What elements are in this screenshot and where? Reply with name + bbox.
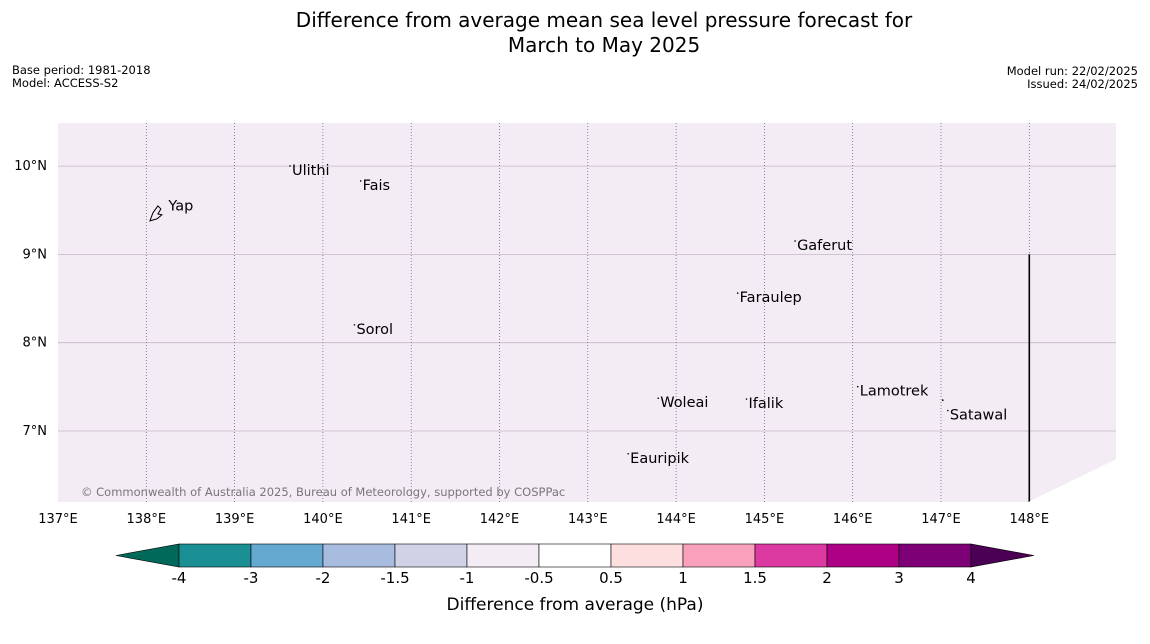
lat-tick-label: 7°N <box>23 424 48 439</box>
colorbar-tick-label: 2 <box>822 569 832 587</box>
lat-tick-label: 8°N <box>23 336 48 351</box>
colorbar-extend-max <box>970 543 1035 568</box>
colorbar-tick-label: 4 <box>966 569 976 587</box>
chart-title: Difference from average mean sea level p… <box>0 8 1150 58</box>
colorbar-tick-label: -4 <box>172 569 187 587</box>
island-marker <box>657 397 660 399</box>
island-marker <box>289 165 291 167</box>
island-marker <box>745 398 748 400</box>
colorbar-tick-label: -0.5 <box>524 569 553 587</box>
lon-tick-label: 138°E <box>127 512 167 527</box>
place-label: Lamotrek <box>860 384 929 400</box>
island-marker <box>736 292 739 294</box>
colorbar-label: Difference from average (hPa) <box>447 595 704 615</box>
place-label: Gaferut <box>797 238 852 254</box>
title-line-2: March to May 2025 <box>507 33 701 57</box>
place-label: Woleai <box>660 395 708 411</box>
base-period-text: Base period: 1981-2018 <box>12 63 151 77</box>
colorbar-extend-min <box>115 543 180 568</box>
lon-tick-label: 140°E <box>303 512 343 527</box>
colorbar-bin <box>898 543 972 568</box>
colorbar-bin <box>178 543 252 568</box>
colorbar-bin <box>394 543 468 568</box>
island-marker <box>359 180 362 182</box>
map-fill <box>58 123 1116 502</box>
place-label: Satawal <box>950 408 1007 424</box>
colorbar-tick-label: 0.5 <box>599 569 623 587</box>
colorbar-tick-label: -3 <box>244 569 259 587</box>
colorbar-tick-label: 3 <box>894 569 904 587</box>
lon-tick-label: 139°E <box>215 512 255 527</box>
place-label: Fais <box>363 178 390 194</box>
colorbar-bin <box>250 543 324 568</box>
lon-tick-label: 146°E <box>833 512 873 527</box>
colorbar-tick-label: 1 <box>678 569 688 587</box>
colorbar-tick-label: -1 <box>460 569 475 587</box>
island-marker <box>794 240 796 242</box>
lon-tick-label: 141°E <box>391 512 431 527</box>
place-label: Sorol <box>356 322 393 338</box>
place-label: Ulithi <box>292 163 330 179</box>
place-label: Faraulep <box>740 290 802 306</box>
lon-tick-label: 144°E <box>656 512 696 527</box>
lon-tick-label: 142°E <box>480 512 520 527</box>
lon-tick-label: 137°E <box>38 512 78 527</box>
colorbar-tick-label: 1.5 <box>743 569 767 587</box>
title-line-1: Difference from average mean sea level p… <box>295 8 913 32</box>
colorbar-bin <box>610 543 684 568</box>
forecast-map: 7°N 8°N 9°N 10°N 137°E 138°E 139°E 140°E 141°E 14… <box>14 123 1117 527</box>
lon-tick-label: 148°E <box>1010 512 1050 527</box>
colorbar-tick-label: -1.5 <box>380 569 409 587</box>
island-marker <box>941 399 944 401</box>
copyright-text: © Commonwealth of Australia 2025, Bureau… <box>81 485 565 499</box>
lon-tick-label: 143°E <box>568 512 608 527</box>
lat-tick-label: 9°N <box>23 247 48 262</box>
colorbar-tick-label: -2 <box>316 569 331 587</box>
lon-tick-label: 147°E <box>921 512 961 527</box>
issued-text: Issued: 24/02/2025 <box>1027 77 1138 91</box>
colorbar-bin <box>826 543 900 568</box>
island-marker <box>947 409 949 412</box>
place-label: Eauripik <box>630 451 689 467</box>
lon-tick-label: 145°E <box>745 512 785 527</box>
place-label: Yap <box>167 198 193 214</box>
model-run-text: Model run: 22/02/2025 <box>1006 64 1138 78</box>
colorbar-bin <box>682 543 756 568</box>
colorbar-bin <box>322 543 396 568</box>
island-marker <box>353 324 356 326</box>
colorbar-bin <box>754 543 828 568</box>
lat-tick-label: 10°N <box>14 159 47 174</box>
mask-edge <box>1029 459 1117 503</box>
meta-right: Model run: 22/02/2025 Issued: 24/02/2025 <box>1007 65 1138 91</box>
island-marker <box>627 452 629 455</box>
place-label: Ifalik <box>749 396 784 412</box>
model-text: Model: ACCESS-S2 <box>12 76 119 90</box>
island-marker <box>856 385 859 388</box>
colorbar-bin <box>538 543 612 568</box>
colorbar-bin <box>466 543 540 568</box>
meta-left: Base period: 1981-2018 Model: ACCESS-S2 <box>12 64 151 90</box>
yap-island-outline <box>149 205 163 222</box>
